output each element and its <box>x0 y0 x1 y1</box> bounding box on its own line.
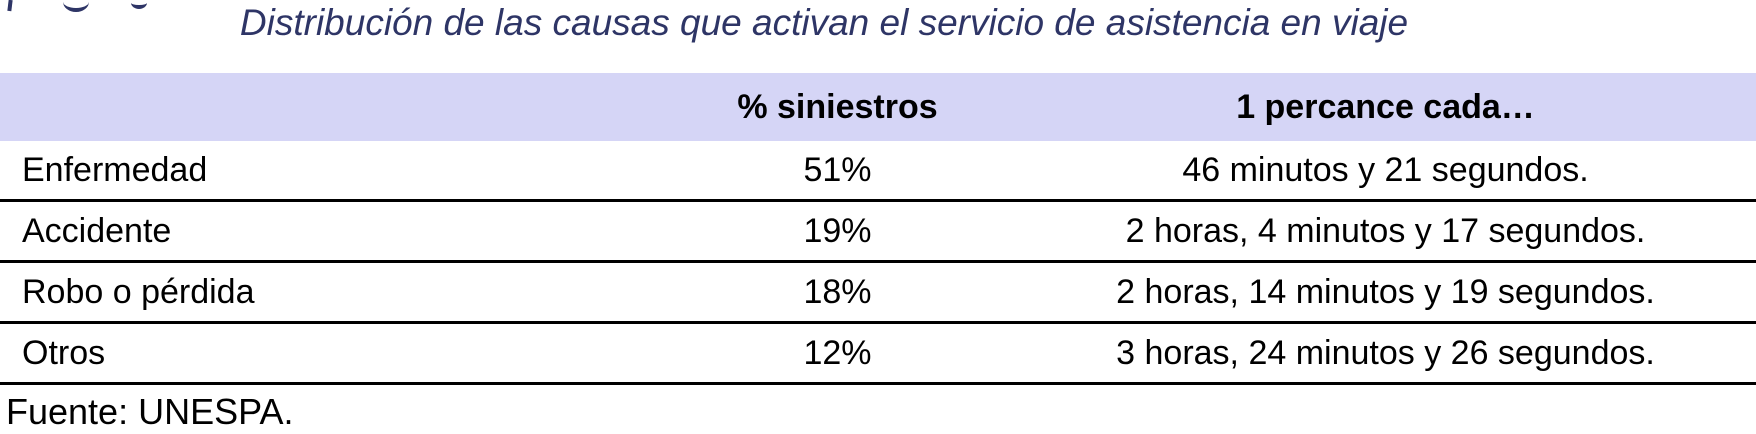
cell-freq: 2 horas, 14 minutos y 19 segundos. <box>1116 272 1655 311</box>
cropped-glyph-fragment <box>131 0 147 9</box>
table-title: Distribución de las causas que activan e… <box>239 2 1409 43</box>
cell-freq: 46 minutos y 21 segundos. <box>1182 150 1589 189</box>
source-note: Fuente: UNESPA. <box>6 391 294 432</box>
cell-cause: Enfermedad <box>22 150 208 189</box>
assistance-causes-table: % siniestros 1 percance cada… Enfermedad… <box>0 73 1756 385</box>
table-row: Otros 12% 3 horas, 24 minutos y 26 segun… <box>0 324 1756 385</box>
cell-cause: Robo o pérdida <box>22 272 255 311</box>
cropped-glyph-fragment <box>63 0 89 12</box>
cell-pct: 12% <box>803 333 872 372</box>
header-percance-cada: 1 percance cada… <box>1236 87 1535 126</box>
cell-pct: 19% <box>803 211 872 250</box>
cell-cause: Accidente <box>22 211 172 250</box>
cell-freq: 3 horas, 24 minutos y 26 segundos. <box>1116 333 1655 372</box>
header-pct-siniestros: % siniestros <box>737 87 938 126</box>
cell-pct: 18% <box>803 272 872 311</box>
cell-freq: 2 horas, 4 minutos y 17 segundos. <box>1125 211 1646 250</box>
table-row: Enfermedad 51% 46 minutos y 21 segundos. <box>0 141 1756 202</box>
table-row: Robo o pérdida 18% 2 horas, 14 minutos y… <box>0 263 1756 324</box>
table-row: Accidente 19% 2 horas, 4 minutos y 17 se… <box>0 202 1756 263</box>
table-header-row: % siniestros 1 percance cada… <box>0 73 1756 141</box>
cell-cause: Otros <box>22 333 106 372</box>
cell-pct: 51% <box>803 150 872 189</box>
